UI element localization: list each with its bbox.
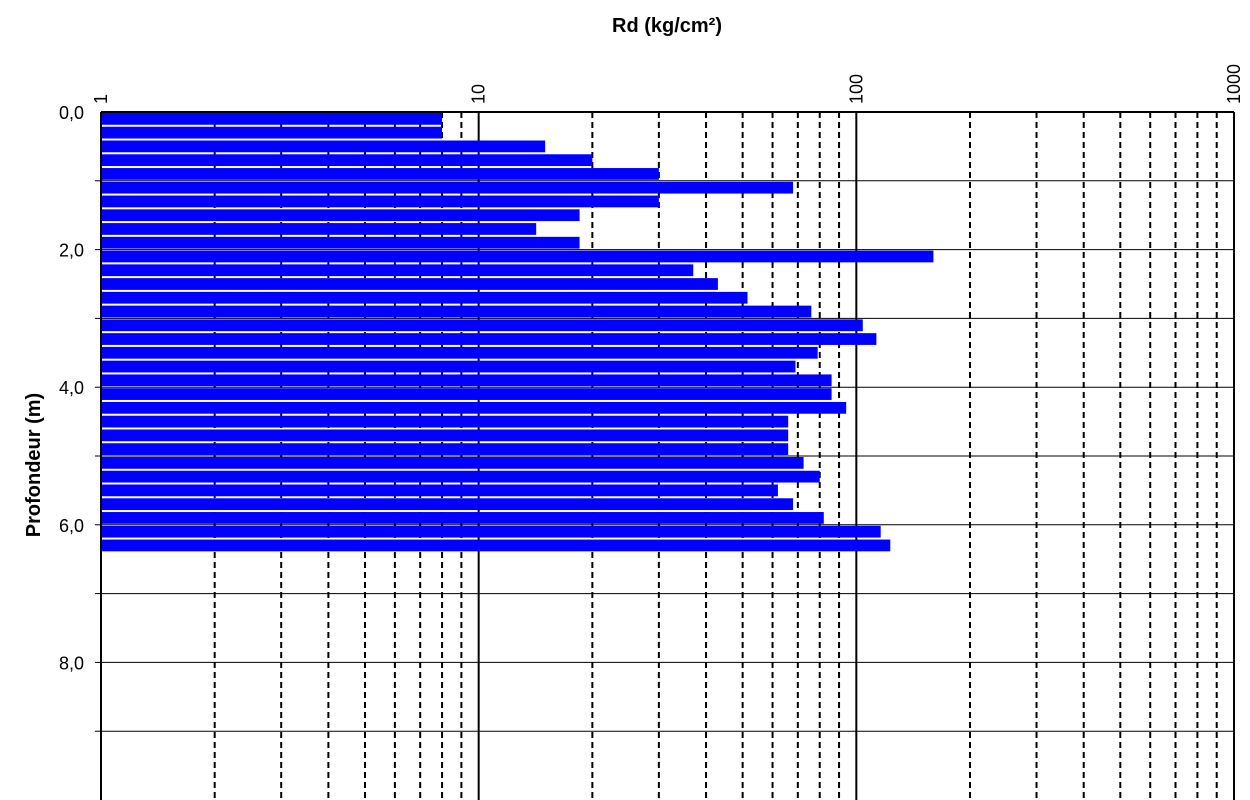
- y-tick-label: 8,0: [59, 653, 84, 673]
- bar: [102, 333, 877, 345]
- bar: [102, 195, 659, 208]
- bar: [102, 140, 546, 153]
- x-tick-label: 10: [469, 84, 489, 104]
- x-axis-title: Rd (kg/cm²): [612, 15, 722, 37]
- bar: [102, 209, 580, 222]
- bar: [102, 168, 659, 180]
- y-tick-label: 6,0: [59, 516, 84, 536]
- bar: [102, 470, 820, 483]
- bar: [102, 374, 832, 387]
- bar: [102, 484, 778, 497]
- x-tick-labels: 1 10 100 1000: [91, 64, 1244, 104]
- x-tick-label: 1000: [1224, 64, 1244, 104]
- bar: [102, 319, 863, 332]
- bar: [102, 236, 580, 249]
- y-tick-labels: 0,0 2,0 4,0 6,0 8,0: [59, 103, 84, 673]
- y-axis-title: Profondeur (m): [23, 393, 45, 537]
- bar: [102, 360, 796, 373]
- bar: [102, 525, 881, 538]
- bar: [102, 278, 718, 290]
- bar: [102, 305, 812, 318]
- bar: [102, 401, 847, 414]
- y-tick-label: 4,0: [59, 378, 84, 398]
- axes: [100, 111, 1235, 800]
- bar: [102, 429, 789, 442]
- bar: [102, 223, 537, 235]
- x-tick-label: 100: [846, 74, 866, 104]
- bar: [102, 126, 443, 139]
- y-tick-label: 2,0: [59, 241, 84, 261]
- bars: [102, 113, 934, 552]
- bar: [102, 264, 694, 277]
- bar: [102, 498, 794, 511]
- bar: [102, 415, 789, 428]
- y-tick-label: 0,0: [59, 103, 84, 123]
- bar: [102, 346, 818, 359]
- bar: [102, 291, 748, 304]
- bar: [102, 443, 789, 455]
- bar: [102, 181, 794, 194]
- bar: [102, 388, 832, 400]
- bar: [102, 457, 804, 469]
- x-tick-label: 1: [91, 94, 111, 104]
- bar: [102, 512, 824, 524]
- bar: [102, 250, 934, 263]
- bar: [102, 539, 891, 552]
- bar: [102, 154, 593, 167]
- bar: [102, 113, 443, 125]
